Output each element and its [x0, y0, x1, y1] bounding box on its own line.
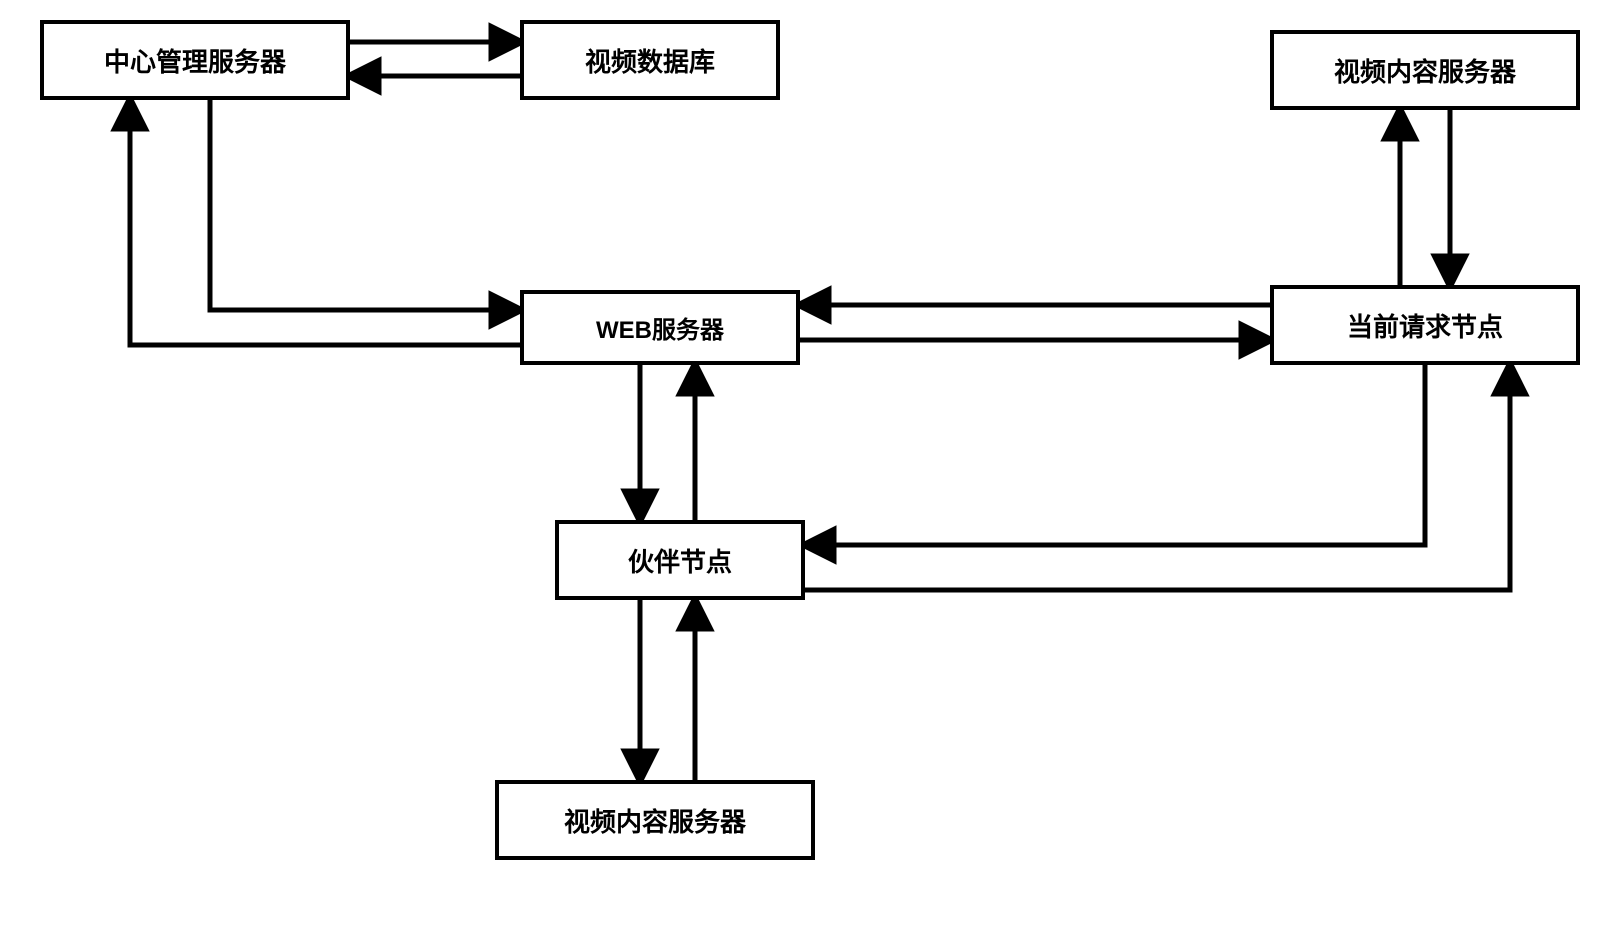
node-mgmt-server: 中心管理服务器 — [40, 20, 350, 100]
node-label: 视频内容服务器 — [564, 802, 746, 839]
node-video-db: 视频数据库 — [520, 20, 780, 100]
node-web-server: WEB服务器 — [520, 290, 800, 365]
node-label: 中心管理服务器 — [104, 42, 286, 79]
node-label: 当前请求节点 — [1347, 307, 1503, 344]
node-video-content-server-bottom: 视频内容服务器 — [495, 780, 815, 860]
node-label: 伙伴节点 — [628, 542, 732, 579]
node-peer: 伙伴节点 — [555, 520, 805, 600]
system-architecture-diagram: 中心管理服务器 视频数据库 视频内容服务器 WEB服务器 当前请求节点 伙伴节点… — [0, 0, 1622, 928]
node-video-content-server-top: 视频内容服务器 — [1270, 30, 1580, 110]
node-current-request: 当前请求节点 — [1270, 285, 1580, 365]
node-label: 视频数据库 — [585, 42, 715, 79]
node-label: WEB服务器 — [596, 310, 724, 345]
node-label: 视频内容服务器 — [1334, 52, 1516, 89]
